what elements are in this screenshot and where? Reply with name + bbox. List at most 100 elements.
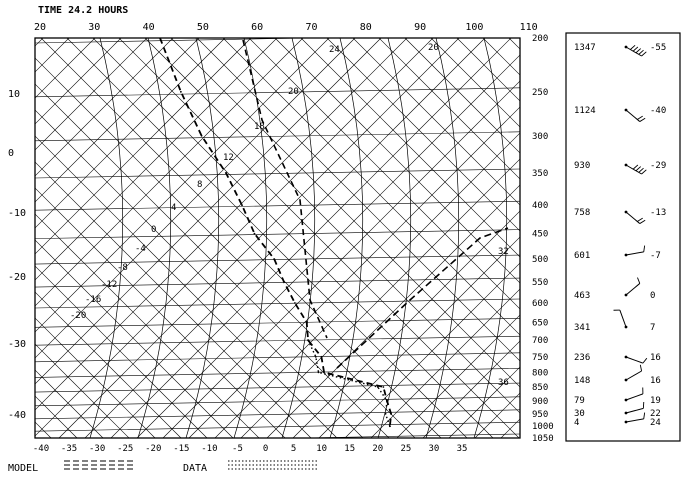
wind-temperature-label: -29 — [650, 161, 666, 171]
plot-frame — [34, 37, 521, 439]
in-plot-labels: 24 20 20 18 12 8 4 0 -4 -8-12-16 -20 32 36 — [70, 43, 509, 388]
legend: MODEL DATA — [8, 460, 318, 474]
wind-barb — [624, 355, 648, 364]
pressure-axis-tick-label: 1050 — [532, 434, 554, 444]
bottom-axis-tick-label: -15 — [173, 444, 189, 454]
top-axis-tick-label: 30 — [88, 22, 100, 33]
bottom-axis-tick-label: 15 — [344, 444, 355, 454]
data-point-data — [307, 339, 310, 342]
sounding-traces — [159, 38, 393, 428]
data-point-model — [273, 258, 276, 260]
pressure-axis-tick-label: 450 — [532, 230, 548, 240]
data-point-model — [159, 38, 161, 39]
wind-barb — [624, 277, 641, 297]
in-plot-label: -20 — [70, 311, 86, 321]
wind-temperature-label: 22 — [650, 409, 661, 419]
top-axis-tick-label: 80 — [360, 22, 372, 33]
bottom-axis-tick-label: 10 — [316, 444, 327, 454]
legend-label-data: DATA — [183, 463, 207, 474]
left-axis-tick-label: -20 — [8, 272, 26, 283]
bottom-axis-tick-label: -20 — [145, 444, 161, 454]
top-axis-tick-label: 20 — [34, 22, 46, 33]
in-plot-label: -16 — [85, 295, 101, 305]
bottom-axis-tick-label: 35 — [457, 444, 468, 454]
top-axis-tick-label: 60 — [251, 22, 263, 33]
data-point-model — [320, 355, 323, 358]
data-point-model — [179, 90, 182, 93]
data-point-model — [241, 204, 243, 207]
pressure-axis-tick-label: 700 — [532, 336, 548, 346]
top-axis-tick-label: 100 — [465, 22, 483, 33]
in-plot-label: 36 — [498, 378, 509, 388]
wind-temperature-label: 19 — [650, 396, 661, 406]
wind-height-label: 601 — [574, 251, 590, 261]
data-point-model — [225, 172, 227, 174]
data-point-model — [382, 386, 385, 388]
pressure-axis-tick-label: 900 — [532, 397, 548, 407]
wind-temperature-label: 16 — [650, 353, 661, 363]
wind-height-label: 1347 — [574, 43, 596, 53]
bottom-axis-tick-label: 0 — [263, 444, 268, 454]
wind-temperature-label: 16 — [650, 376, 661, 386]
pressure-axis-tick-label: 1000 — [532, 422, 554, 432]
pressure-axis-tick-label: 400 — [532, 201, 548, 211]
in-plot-label: -4 — [135, 244, 146, 254]
chart-title: TIME 24.2 HOURS — [38, 5, 128, 16]
data-point-data — [384, 412, 387, 415]
wind-barb — [624, 402, 645, 415]
in-plot-label: 20 — [288, 87, 299, 97]
wind-height-label: 236 — [574, 353, 590, 363]
pressure-axis-tick-label: 300 — [532, 132, 548, 142]
pressure-axis-tick-label: 950 — [532, 410, 548, 420]
left-axis-tick-label: 10 — [8, 89, 20, 100]
bottom-axis-tick-label: -10 — [201, 444, 217, 454]
bottom-axis-tick-label: -25 — [117, 444, 133, 454]
bottom-axis-tick-label: -35 — [61, 444, 77, 454]
left-axis-tick-label: -30 — [8, 339, 26, 350]
in-plot-label: 4 — [171, 203, 176, 213]
pressure-axis-tick-label: 650 — [532, 318, 548, 328]
in-plot-label: 8 — [197, 180, 202, 190]
pressure-axis-tick-label: 350 — [532, 169, 548, 179]
in-plot-label: 20 — [428, 43, 439, 53]
data-point-model — [390, 412, 392, 415]
left-axis-tick-label: -10 — [8, 208, 26, 219]
pressure-axis-tick-labels: 200 250 300 350 400 450 500 550 600 650 700 750 800 8… — [532, 34, 554, 444]
in-plot-label: 24 — [329, 45, 340, 55]
top-axis-tick-label: 90 — [414, 22, 426, 33]
top-axis-tick-label: 110 — [520, 22, 538, 33]
data-point-model — [293, 302, 296, 304]
in-plot-label: 18 — [254, 122, 265, 132]
data-point-model — [200, 134, 203, 137]
wind-barb — [624, 364, 643, 382]
left-axis-tick-label: -40 — [8, 410, 26, 421]
wind-temperature-label: -40 — [650, 106, 666, 116]
in-plot-label: -12 — [101, 280, 117, 290]
skew-t-background-grid — [35, 38, 520, 438]
top-axis-tick-label: 50 — [197, 22, 209, 33]
data-point-model — [253, 232, 256, 235]
bottom-axis-tick-label: -30 — [89, 444, 105, 454]
data-point-model — [283, 281, 285, 283]
in-plot-label: 32 — [498, 247, 509, 257]
top-axis-tick-label: 40 — [143, 22, 155, 33]
left-axis-tick-label: 0 — [8, 148, 14, 159]
bottom-axis-tick-label: 25 — [400, 444, 411, 454]
bottom-axis-tick-label: -5 — [232, 444, 243, 454]
pressure-axis-tick-label: 750 — [532, 353, 548, 363]
wind-height-label: 30 — [574, 409, 585, 419]
bottom-axis-tick-label: 5 — [291, 444, 296, 454]
in-plot-label: 0 — [151, 225, 156, 235]
pressure-axis-tick-label: 800 — [532, 368, 548, 378]
top-axis-tick-label: 70 — [305, 22, 317, 33]
wind-temperature-label: 7 — [650, 323, 655, 333]
wind-height-label: 930 — [574, 161, 590, 171]
left-axis-tick-labels: 10 0 -10 -20 -30 -40 — [8, 89, 26, 421]
wind-barb — [624, 412, 646, 424]
wind-panel-frame — [565, 32, 681, 442]
pressure-axis-tick-label: 600 — [532, 299, 548, 309]
data-point-data — [376, 386, 379, 388]
pressure-axis-tick-label: 500 — [532, 255, 548, 265]
wind-barb — [624, 245, 646, 257]
series-line-model — [159, 38, 393, 427]
